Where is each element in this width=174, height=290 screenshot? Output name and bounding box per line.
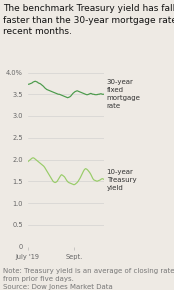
Text: 10-year
Treasury
yield: 10-year Treasury yield: [107, 168, 136, 191]
Text: 30-year
fixed
mortgage
rate: 30-year fixed mortgage rate: [107, 79, 141, 109]
Text: Note: Treasury yield is an average of closing rate
from prior five days.
Source:: Note: Treasury yield is an average of cl…: [3, 269, 174, 290]
Text: The benchmark Treasury yield has fallen
faster than the 30-year mortgage rate in: The benchmark Treasury yield has fallen …: [3, 4, 174, 36]
